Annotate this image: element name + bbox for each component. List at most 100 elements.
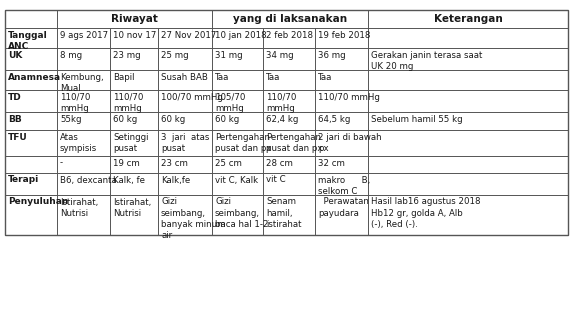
Bar (212, 112, 263, 130)
Bar (158, 70, 212, 90)
Bar (5, 173, 57, 195)
Bar (57, 48, 110, 70)
Bar (368, 195, 568, 235)
Bar (368, 70, 568, 90)
Text: Atas
sympisis: Atas sympisis (60, 132, 97, 153)
Bar (263, 156, 315, 173)
Bar (263, 90, 315, 112)
Text: 10 nov 17: 10 nov 17 (113, 30, 156, 39)
Bar (57, 195, 110, 235)
Bar (212, 10, 368, 28)
Text: vit C: vit C (266, 175, 285, 185)
Bar (212, 173, 263, 195)
Bar (57, 90, 110, 112)
Text: 32 cm: 32 cm (318, 158, 345, 167)
Text: Setinggi
pusat: Setinggi pusat (113, 132, 148, 153)
Text: Penyuluhan: Penyuluhan (8, 197, 68, 206)
Text: 55kg: 55kg (60, 115, 81, 124)
Bar (368, 173, 568, 195)
Text: 27 Nov 2017: 27 Nov 2017 (161, 30, 217, 39)
Bar (368, 48, 568, 70)
Bar (5, 130, 57, 156)
Bar (368, 112, 568, 130)
Text: Gizi
seimbang,
baca hal 1-2: Gizi seimbang, baca hal 1-2 (215, 197, 269, 229)
Text: 28 cm: 28 cm (266, 158, 293, 167)
Text: 64,5 kg: 64,5 kg (318, 115, 350, 124)
Bar (57, 112, 110, 130)
Text: Keterangan: Keterangan (434, 14, 503, 24)
Text: Gizi
seimbang,
banyak minum
air: Gizi seimbang, banyak minum air (161, 197, 226, 240)
Text: TFU: TFU (8, 132, 28, 141)
Text: 25 mg: 25 mg (161, 51, 189, 60)
Bar (5, 156, 57, 173)
Text: Anamnesa: Anamnesa (8, 73, 61, 82)
Bar (315, 70, 368, 90)
Bar (5, 195, 57, 235)
Bar (212, 156, 263, 173)
Bar (263, 28, 315, 48)
Bar (263, 112, 315, 130)
Text: Pertengahan
pusat dan px: Pertengahan pusat dan px (266, 132, 323, 153)
Bar (263, 195, 315, 235)
Text: Tanggal
ANC: Tanggal ANC (8, 30, 48, 51)
Text: Istirahat,
Nutrisi: Istirahat, Nutrisi (113, 197, 151, 218)
Text: Susah BAB: Susah BAB (161, 73, 208, 82)
Bar (57, 130, 110, 156)
Text: 110/70 mmHg: 110/70 mmHg (318, 92, 380, 101)
Text: Bapil: Bapil (113, 73, 135, 82)
Bar (5, 10, 568, 235)
Text: TD: TD (8, 92, 22, 101)
Bar (110, 70, 158, 90)
Bar (315, 173, 368, 195)
Bar (158, 112, 212, 130)
Bar (110, 156, 158, 173)
Bar (158, 195, 212, 235)
Text: 60 kg: 60 kg (215, 115, 240, 124)
Text: Kalk, fe: Kalk, fe (113, 175, 145, 185)
Text: BB: BB (8, 115, 22, 124)
Text: Senam
hamil,
istirahat: Senam hamil, istirahat (266, 197, 301, 229)
Text: 3  jari  atas
pusat: 3 jari atas pusat (161, 132, 209, 153)
Bar (315, 130, 368, 156)
Text: Taa: Taa (266, 73, 280, 82)
Text: vit C, Kalk: vit C, Kalk (215, 175, 258, 185)
Bar (315, 195, 368, 235)
Bar (110, 173, 158, 195)
Bar (315, 48, 368, 70)
Bar (212, 130, 263, 156)
Bar (315, 28, 368, 48)
Text: Istirahat,
Nutrisi: Istirahat, Nutrisi (60, 197, 98, 218)
Bar (57, 70, 110, 90)
Bar (368, 156, 568, 173)
Text: 31 mg: 31 mg (215, 51, 242, 60)
Text: -: - (60, 158, 63, 167)
Bar (57, 10, 212, 28)
Bar (110, 195, 158, 235)
Bar (158, 90, 212, 112)
Bar (263, 173, 315, 195)
Text: 23 cm: 23 cm (161, 158, 188, 167)
Bar (5, 70, 57, 90)
Bar (212, 28, 263, 48)
Bar (158, 173, 212, 195)
Text: 9 ags 2017: 9 ags 2017 (60, 30, 108, 39)
Text: Perawatan
payudara: Perawatan payudara (318, 197, 369, 218)
Text: 110/70
mmHg: 110/70 mmHg (266, 92, 296, 113)
Text: 2 feb 2018: 2 feb 2018 (266, 30, 313, 39)
Bar (263, 70, 315, 90)
Text: Gerakan janin terasa saat
UK 20 mg: Gerakan janin terasa saat UK 20 mg (371, 51, 482, 71)
Text: UK: UK (8, 51, 22, 60)
Text: Taa: Taa (318, 73, 332, 82)
Text: 62,4 kg: 62,4 kg (266, 115, 299, 124)
Text: 25 cm: 25 cm (215, 158, 242, 167)
Text: 110/70
mmHg: 110/70 mmHg (60, 92, 91, 113)
Bar (57, 173, 110, 195)
Bar (110, 130, 158, 156)
Text: Hasil lab16 agustus 2018
Hb12 gr, golda A, Alb
(-), Red (-).: Hasil lab16 agustus 2018 Hb12 gr, golda … (371, 197, 481, 229)
Text: 60 kg: 60 kg (161, 115, 185, 124)
Text: 105/70
mmHg: 105/70 mmHg (215, 92, 245, 113)
Bar (5, 28, 57, 48)
Bar (5, 48, 57, 70)
Text: 19 feb 2018: 19 feb 2018 (318, 30, 370, 39)
Text: 2 jari di bawah
px: 2 jari di bawah px (318, 132, 382, 153)
